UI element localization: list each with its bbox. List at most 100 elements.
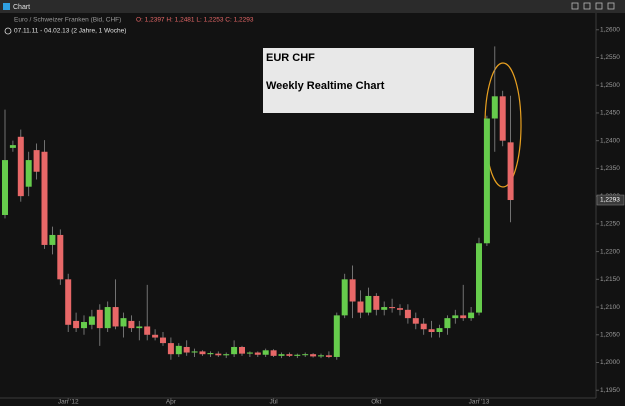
last-price-label: 1,2293 (600, 197, 620, 204)
candle-body (9, 145, 16, 148)
candle-body (420, 323, 427, 330)
ohlc-text: O: 1,2397 H: 1,2481 L: 1,2253 C: 1,2293 (136, 17, 254, 24)
candle-body (128, 320, 135, 329)
x-tick-label: Jan '12 (58, 399, 79, 406)
candle-body (25, 160, 32, 187)
x-tick-label: Okt (371, 399, 381, 406)
candle-body (294, 354, 301, 356)
candle-body (17, 136, 24, 197)
candle-body (112, 307, 119, 327)
candle-body (57, 234, 64, 280)
candle-body (278, 354, 285, 356)
x-tick-label: Jul (269, 399, 278, 406)
candle-body (483, 118, 490, 244)
candle-body (507, 142, 514, 201)
candle-body (373, 295, 380, 310)
candle-body (357, 301, 364, 313)
candle-body (144, 326, 151, 335)
candle-body (120, 318, 127, 327)
candle-body (428, 329, 435, 333)
date-range: 07.11.11 - 04.02.13 (2 Jahre, 1 Woche) (14, 28, 126, 35)
instrument-name: Euro / Schweizer Franken (Bid, CHF) (14, 17, 121, 24)
candle-body (167, 343, 174, 355)
candle-body (41, 151, 48, 245)
candle-body (191, 351, 198, 353)
candle-body (33, 150, 40, 172)
candle-body (286, 354, 293, 356)
candle-body (183, 346, 190, 353)
settings-button[interactable] (583, 2, 591, 10)
candle-body (199, 351, 206, 355)
y-tick-label: 1,2500 (600, 82, 620, 89)
candle-body (302, 354, 309, 356)
y-tick-label: 1,2250 (600, 221, 620, 228)
candle-body (460, 315, 467, 319)
candle-body (152, 334, 159, 338)
candle-body (476, 243, 482, 313)
y-tick-label: 1,2050 (600, 331, 620, 338)
candle-body (404, 309, 411, 319)
candle-body (412, 318, 419, 324)
candle-body (207, 353, 214, 355)
candle-body (239, 346, 245, 354)
candle-body (365, 295, 372, 313)
annotation-box (263, 48, 474, 113)
candle-body (231, 346, 238, 355)
candle-body (215, 353, 222, 356)
candle-body (397, 308, 403, 310)
candle-body (499, 96, 506, 141)
y-tick-label: 1,2350 (600, 165, 620, 172)
window-icon (3, 3, 10, 10)
candle-body (381, 307, 388, 310)
candle-body (436, 328, 443, 333)
candle-body (318, 355, 324, 357)
y-tick-label: 1,2100 (600, 304, 620, 311)
search-button[interactable] (571, 2, 579, 10)
clock-icon (4, 27, 12, 35)
candle-body (246, 352, 253, 354)
candle-body (254, 352, 261, 355)
candle-body (341, 279, 348, 316)
y-tick-label: 1,2550 (600, 54, 620, 61)
candle-body (444, 318, 451, 329)
y-tick-label: 1,2600 (600, 26, 620, 33)
candle-body (333, 315, 340, 357)
y-tick-label: 1,2150 (600, 276, 620, 283)
y-tick-label: 1,2200 (600, 248, 620, 255)
y-tick-label: 1,2000 (600, 359, 620, 366)
candle-body (349, 279, 356, 302)
annotation-text: EUR CHF (266, 52, 315, 64)
candle-body (175, 345, 182, 355)
candle-body (96, 309, 103, 329)
candle-body (88, 316, 95, 325)
y-tick-label: 1,2450 (600, 110, 620, 117)
window-title: Chart (13, 4, 30, 11)
candle-body (452, 315, 459, 319)
candle-body (223, 354, 230, 356)
x-tick-label: Apr (166, 399, 177, 406)
candle-body (65, 279, 72, 325)
candle-body (136, 326, 143, 329)
candle-body (2, 160, 8, 215)
candle-body (310, 354, 317, 357)
candle-body (491, 96, 498, 119)
last-price-box (596, 194, 625, 206)
candle-body (389, 307, 396, 309)
x-tick-label: Jan '13 (469, 399, 490, 406)
candle-body (262, 350, 269, 355)
candle-body (49, 234, 56, 245)
annotation-text: Weekly Realtime Chart (266, 80, 385, 92)
candle-body (160, 337, 166, 344)
candle-body (81, 322, 87, 329)
y-tick-label: 1,1950 (600, 387, 620, 394)
title-bar (0, 0, 625, 13)
candle-body (73, 320, 80, 329)
camera-button[interactable] (595, 2, 603, 10)
candle-body (325, 355, 332, 357)
close-button[interactable] (607, 2, 615, 10)
y-tick-label: 1,2400 (600, 137, 620, 144)
candle-body (468, 312, 475, 319)
candle-body (270, 350, 277, 356)
candle-body (104, 307, 111, 329)
